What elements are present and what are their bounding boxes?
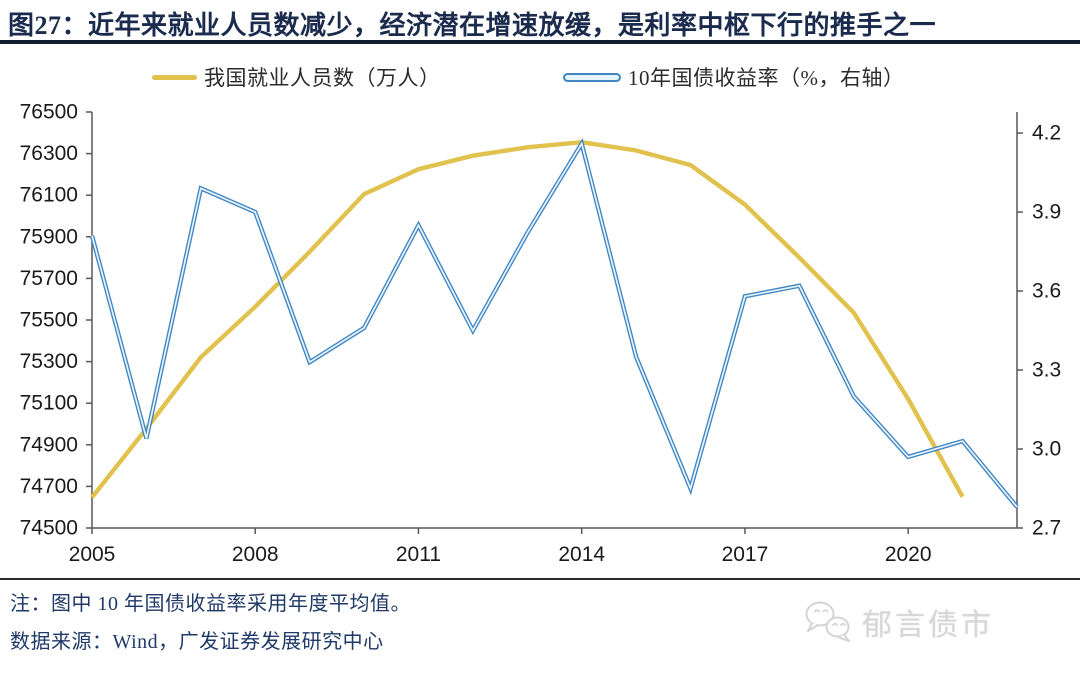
legend-label-yield: 10年国债收益率（%，右轴） [628, 66, 905, 90]
x-axis-tick-label: 2011 [396, 543, 441, 566]
left-axis-tick-label: 75300 [20, 350, 78, 373]
right-axis-tick-label: 3.0 [1032, 438, 1061, 461]
left-axis-tick-label: 75900 [20, 225, 78, 248]
left-axis-tick-label: 75100 [20, 392, 78, 415]
watermark-text: 郁言债市 [862, 609, 994, 642]
left-axis-tick-label: 74700 [20, 475, 78, 498]
legend-item-yield: 10年国债收益率（%，右轴） [563, 62, 905, 92]
x-axis-tick-label: 2008 [232, 543, 279, 566]
employment-line-swatch [152, 74, 197, 80]
legend-item-employment: 我国就业人员数（万人） [152, 62, 441, 92]
yield-series-line-core [91, 141, 1018, 508]
x-axis-tick-label: 2020 [885, 543, 932, 566]
watermark: 郁言债市 [803, 600, 994, 644]
left-axis-tick-label: 76100 [20, 184, 78, 207]
chart-title: 图27：近年来就业人员数减少，经济潜在增速放缓，是利率中枢下行的推手之一 [8, 11, 937, 40]
yield-line-swatch [563, 72, 621, 82]
x-axis-tick-label: 2014 [558, 543, 605, 566]
left-axis-tick-label: 74900 [20, 433, 78, 456]
x-axis-tick-label: 2005 [69, 543, 116, 566]
right-axis-tick-label: 3.6 [1032, 280, 1061, 303]
employment-series-line [90, 139, 965, 499]
chart-note: 注：图中 10 年国债收益率采用年度平均值。 [10, 593, 411, 615]
data-source: 数据来源：Wind，广发证券发展研究中心 [10, 631, 384, 653]
title-divider [0, 40, 1080, 44]
left-axis-tick-label: 76500 [20, 101, 78, 124]
left-axis-tick-label: 75500 [20, 309, 78, 332]
left-axis-tick-label: 76300 [20, 142, 78, 165]
right-axis-tick-label: 3.3 [1032, 359, 1061, 382]
legend-label-employment: 我国就业人员数（万人） [204, 66, 441, 90]
x-axis-tick-label: 2017 [722, 543, 769, 566]
left-axis-tick-label: 74500 [20, 517, 78, 540]
right-axis-tick-label: 3.9 [1032, 201, 1061, 224]
notes-divider [0, 578, 1080, 580]
right-axis-tick-label: 2.7 [1032, 517, 1061, 540]
wechat-icon [805, 601, 850, 642]
left-axis-tick-label: 75700 [20, 267, 78, 290]
right-axis-tick-label: 4.2 [1032, 122, 1061, 145]
yield-series-line [89, 137, 1019, 509]
